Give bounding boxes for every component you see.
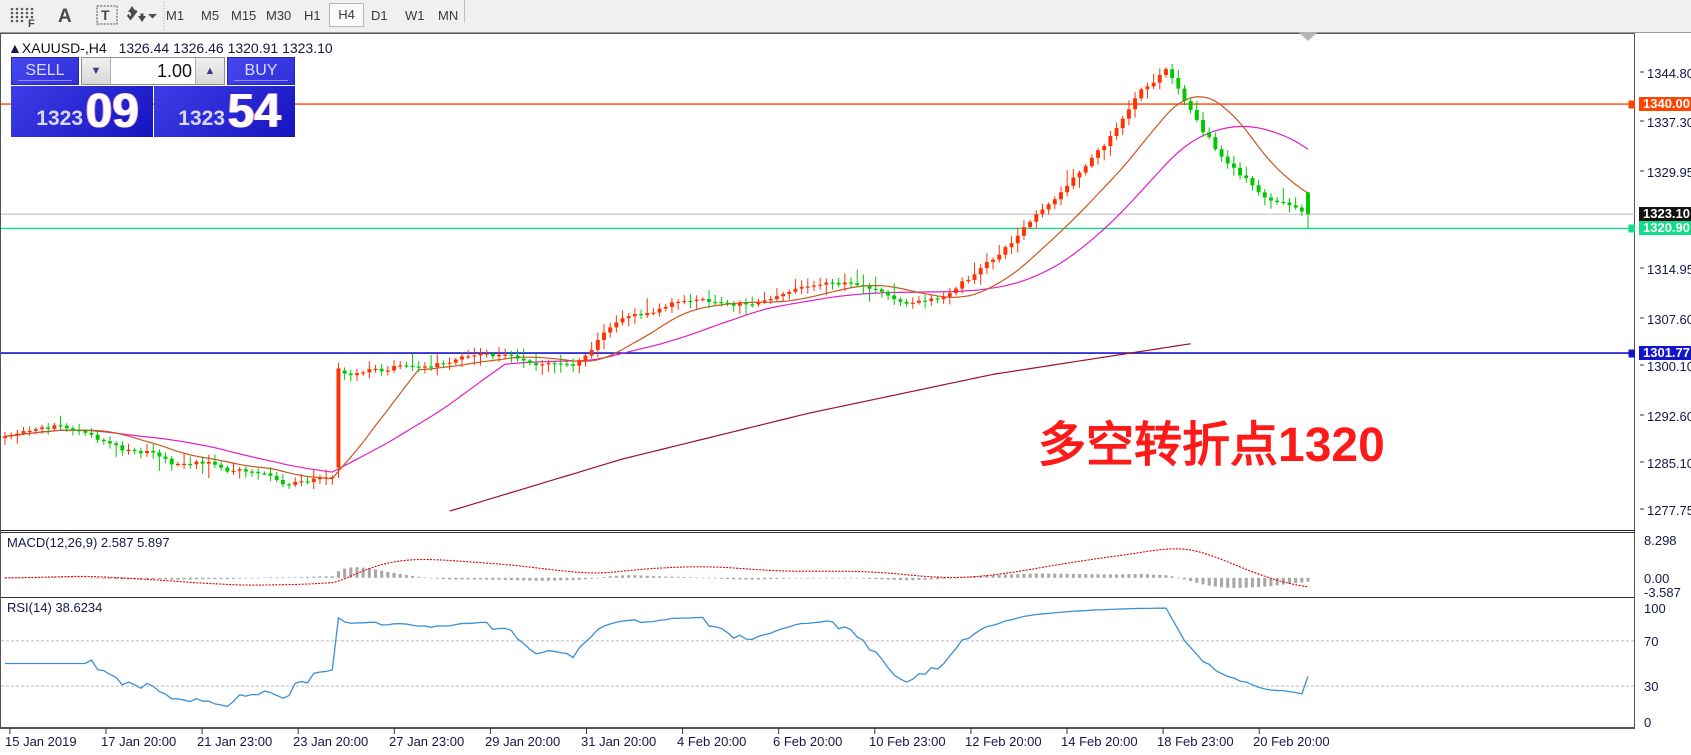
svg-text:RSI(14) 38.6234: RSI(14) 38.6234 [7,600,102,615]
svg-text:多空转折点1320: 多空转折点1320 [1038,419,1385,472]
svg-text:MACD(12,26,9) 2.587 5.897: MACD(12,26,9) 2.587 5.897 [7,535,170,550]
